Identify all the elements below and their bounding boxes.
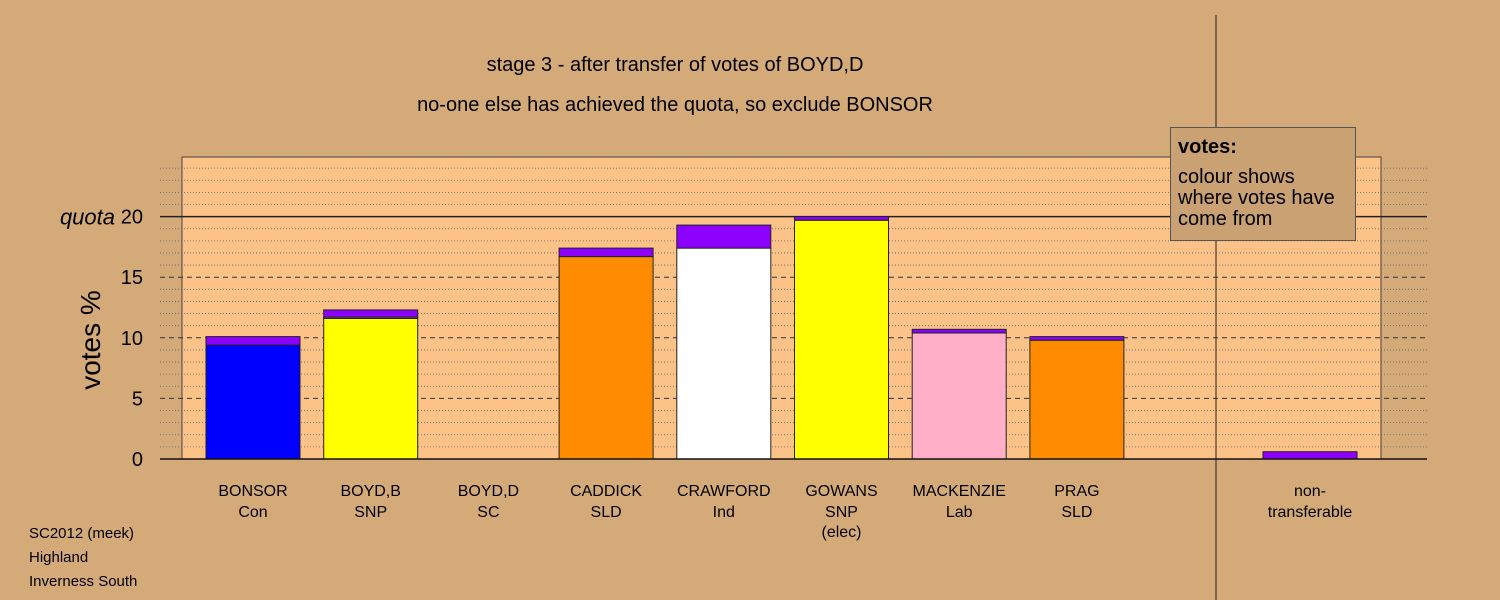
y-tick-label: 5 bbox=[132, 388, 143, 410]
bar-segment-boyd-b bbox=[323, 317, 419, 460]
x-tick-label-party: SLD bbox=[591, 504, 622, 521]
y-tick-label: 15 bbox=[121, 267, 143, 289]
x-tick-label-party: Ind bbox=[713, 504, 735, 521]
footer-ward: Inverness South bbox=[29, 573, 138, 590]
x-tick-label-party: Con bbox=[238, 504, 267, 521]
bar-transfer-segment bbox=[323, 309, 419, 318]
x-tick-label-party: Lab bbox=[946, 504, 973, 521]
bar-transfer-segment bbox=[205, 336, 301, 346]
chart-subtitle: no-one else has achieved the quota, so e… bbox=[417, 94, 933, 116]
x-tick-label-name: BOYD,D bbox=[458, 483, 519, 500]
x-tick-label-name: PRAG bbox=[1054, 483, 1099, 500]
bar-transfer-segment bbox=[794, 216, 889, 221]
legend-box: votes: colour shows where votes have com… bbox=[1170, 127, 1356, 241]
y-tick-label: 10 bbox=[121, 328, 143, 350]
bar-segment-gowans bbox=[794, 219, 889, 460]
y-axis-label: votes % bbox=[75, 290, 106, 390]
x-tick-label-party: SC bbox=[477, 504, 499, 521]
x-tick-label-name: MACKENZIE bbox=[913, 483, 1006, 500]
x-tick-label-name: BONSOR bbox=[218, 483, 287, 500]
bar-transfer-segment bbox=[676, 224, 772, 249]
legend-body: colour shows where votes have come from bbox=[1178, 166, 1335, 230]
quota-label: quota bbox=[60, 205, 115, 230]
x-tick-label-note: (elec) bbox=[821, 524, 861, 541]
bar-segment-bonsor bbox=[205, 344, 301, 460]
bar-segment-crawford bbox=[676, 247, 772, 460]
bar-transfer-segment bbox=[1029, 336, 1125, 341]
bar-transfer-segment bbox=[558, 247, 654, 258]
x-tick-label-nontransferable: non- bbox=[1294, 483, 1326, 500]
x-tick-label-party: SLD bbox=[1061, 504, 1092, 521]
x-tick-label-name: BOYD,B bbox=[340, 483, 400, 500]
y-tick-label: 0 bbox=[132, 449, 143, 471]
footer-council: Highland bbox=[29, 549, 89, 566]
x-tick-label-party: SNP bbox=[354, 504, 387, 521]
x-tick-label-party: SNP bbox=[825, 504, 858, 521]
y-tick-label: 20 bbox=[121, 207, 143, 229]
x-tick-label-name: GOWANS bbox=[805, 483, 877, 500]
legend-title: votes: bbox=[1178, 136, 1237, 158]
x-tick-label-name: CADDICK bbox=[570, 483, 642, 500]
bar-transfer-segment bbox=[911, 328, 1007, 334]
chart-title: stage 3 - after transfer of votes of BOY… bbox=[486, 54, 864, 76]
x-tick-label-name: CRAWFORD bbox=[677, 483, 771, 500]
x-tick-label-nontransferable: transferable bbox=[1268, 504, 1353, 521]
bar-nontransferable bbox=[1262, 451, 1358, 460]
bar-segment-caddick bbox=[558, 256, 654, 460]
bar-segment-mackenzie bbox=[911, 332, 1007, 460]
bar-segment-prag bbox=[1029, 339, 1125, 460]
footer-election: SC2012 (meek) bbox=[29, 525, 135, 542]
